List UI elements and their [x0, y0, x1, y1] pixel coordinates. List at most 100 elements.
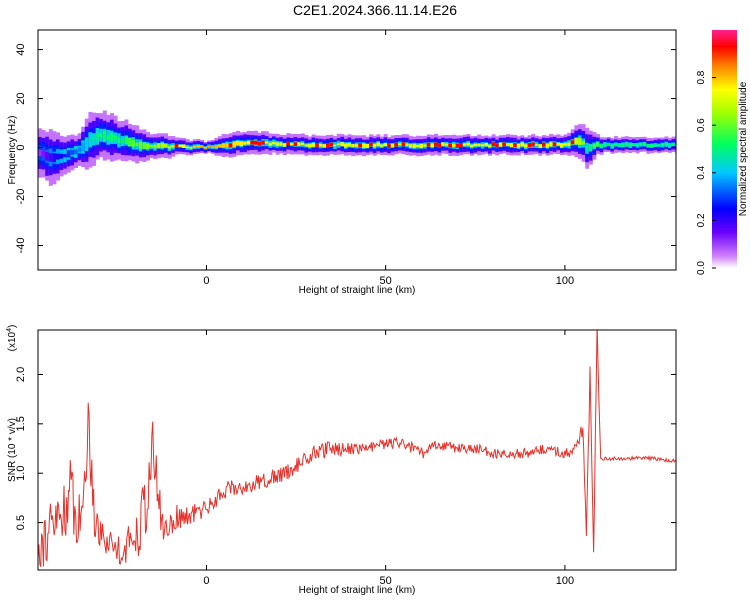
spectrogram-cell — [318, 144, 323, 147]
spectrogram-peak — [527, 143, 533, 148]
spectrogram-cell — [185, 146, 190, 149]
colorbar-label: Normalized spectral amplitude — [738, 81, 749, 216]
snr-y-axis-label: SNR (10 * v/v) — [7, 418, 18, 482]
snr-y-tick-label: 1.5 — [15, 416, 27, 431]
spectrogram-cell — [264, 141, 269, 144]
snr-x-tick-label: 50 — [380, 575, 392, 587]
spectrogram-cell — [405, 143, 410, 146]
spectrogram-cell — [63, 154, 68, 158]
spectrogram-peak — [369, 142, 375, 147]
spectrogram-peak — [531, 142, 537, 147]
spectrogram-cell — [347, 143, 352, 147]
spectrogram-cell — [131, 139, 136, 147]
colorbar-tick-label: 0.8 — [696, 70, 707, 84]
spectrogram-cell — [610, 144, 615, 148]
spectrogram-cell — [149, 145, 154, 148]
spectrogram-cell — [646, 144, 651, 148]
spectrogram-peak — [261, 140, 267, 145]
spectrogram-cell — [52, 153, 57, 163]
spectrogram-x-axis-label: Height of straight line (km) — [299, 285, 416, 296]
spectrogram-cell — [390, 143, 395, 148]
spectrogram-peak — [495, 143, 501, 148]
spectrogram-cell — [642, 142, 647, 146]
spectrogram-cell — [578, 138, 582, 145]
spectrogram-cell — [81, 142, 86, 151]
spectrogram-cell — [117, 137, 122, 144]
spectrogram-cell — [246, 141, 251, 145]
spectrogram-cell — [477, 143, 482, 147]
spectrogram-peak — [502, 142, 508, 147]
snr-x-ticks: 0 50 100 — [203, 330, 574, 587]
snr-y-tick-label: 0.5 — [15, 515, 27, 530]
colorbar-tick-label: 0.0 — [696, 261, 707, 275]
spectrogram-y-tick-label: 0 — [15, 144, 27, 150]
spectrogram-cell — [412, 144, 417, 148]
spectrogram-cell — [135, 142, 140, 147]
spectrogram-cell — [102, 130, 107, 141]
spectrogram-peak — [250, 140, 256, 145]
snr-marks — [38, 330, 676, 567]
spectrogram-cell — [138, 141, 143, 149]
spectrogram-cell — [380, 144, 384, 147]
spectrogram-peak — [254, 140, 259, 145]
spectrogram-peak — [437, 143, 443, 148]
spectrogram-y-tick-label: -20 — [15, 189, 27, 205]
spectrogram-marks — [38, 110, 676, 186]
spectrogram-cell — [592, 144, 597, 148]
spectrogram-cell — [383, 143, 388, 146]
spectrogram-cell — [398, 143, 402, 146]
spectrogram-cell — [124, 136, 129, 144]
spectrogram-peak — [459, 143, 465, 148]
spectrogram-cell — [128, 137, 132, 147]
snr-y-scale-label: (x104) — [6, 325, 18, 352]
snr-series-line — [38, 330, 676, 567]
spectrogram-cell — [178, 144, 183, 147]
spectrogram-cell — [239, 141, 244, 146]
snr-x-tick-label: 100 — [556, 575, 574, 587]
spectrogram-cell — [603, 143, 608, 147]
spectrogram-cell — [279, 142, 284, 146]
spectrogram-cell — [88, 137, 93, 143]
spectrogram-cell — [376, 142, 381, 146]
spectrogram-cell — [509, 143, 514, 148]
snr-y-scale-prefix: (x10 — [7, 331, 18, 351]
spectrogram-cell — [167, 146, 172, 149]
spectrogram-cell — [333, 144, 338, 147]
spectrogram-peak — [513, 143, 519, 148]
spectrogram-cell — [668, 144, 672, 147]
spectrogram-cell — [268, 142, 273, 146]
spectrogram-peak — [394, 142, 400, 147]
snr-y-scale-close: ) — [7, 325, 18, 328]
spectrogram-cell — [628, 143, 633, 147]
spectrogram-cell — [520, 142, 525, 147]
spectrogram-cell — [362, 143, 366, 148]
chart-title: C2E1.2024.366.11.14.E26 — [293, 2, 457, 18]
spectrogram-peak — [434, 142, 439, 147]
spectrogram-cell — [189, 147, 194, 149]
spectrogram-cell — [452, 143, 456, 147]
spectrogram-cell — [203, 146, 208, 149]
spectrogram-cell — [574, 138, 579, 145]
spectrogram-cell — [99, 132, 104, 138]
spectrogram-cell — [430, 143, 435, 147]
spectrogram-cell — [182, 144, 186, 148]
spectrogram-cell — [297, 142, 302, 146]
spectrogram-peak — [455, 143, 461, 148]
spectrogram-frame — [37, 29, 677, 271]
spectrogram-cell — [498, 142, 503, 147]
spectrogram-cell — [624, 142, 629, 146]
snr-y-ticks: 0.5 1.0 1.5 2.0 — [15, 367, 676, 530]
spectrogram-cell — [59, 153, 64, 159]
spectrogram-cell — [146, 143, 150, 149]
spectrogram-x-tick-label: 0 — [203, 275, 209, 287]
spectrogram-cell — [84, 141, 89, 147]
spectrogram-cell — [106, 135, 111, 140]
spectrogram-cell — [585, 146, 590, 151]
spectrogram-cell — [480, 144, 485, 147]
spectrogram-cell — [290, 143, 294, 146]
spectrogram-cell — [516, 144, 521, 148]
spectrogram-peak — [491, 142, 497, 147]
spectrogram-peak — [293, 142, 299, 147]
spectrogram-cell — [372, 144, 377, 148]
